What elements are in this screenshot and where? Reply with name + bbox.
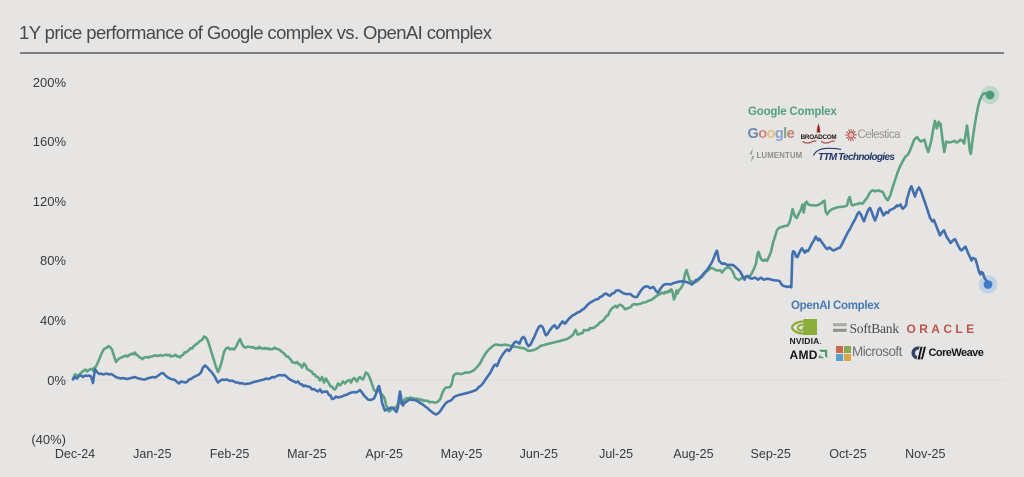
svg-text:BROADCOM: BROADCOM xyxy=(801,134,837,141)
svg-text:TTM Technologies: TTM Technologies xyxy=(818,152,895,163)
